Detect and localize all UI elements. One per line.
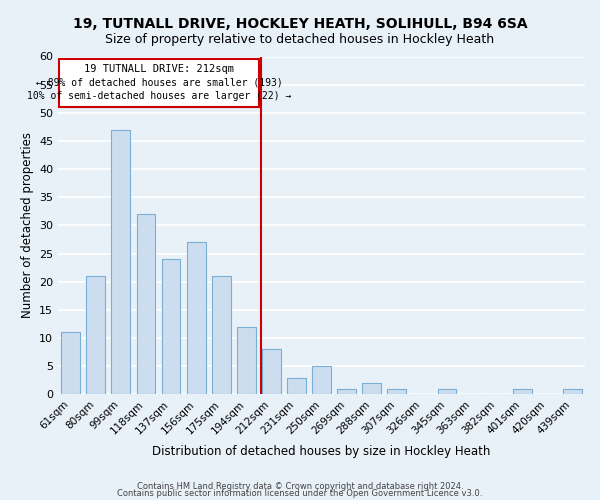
Text: 19, TUTNALL DRIVE, HOCKLEY HEATH, SOLIHULL, B94 6SA: 19, TUTNALL DRIVE, HOCKLEY HEATH, SOLIHU… (73, 18, 527, 32)
Bar (388, 389, 406, 394)
Bar (262, 350, 281, 395)
Text: 10% of semi-detached houses are larger (22) →: 10% of semi-detached houses are larger (… (27, 91, 291, 101)
Bar (237, 327, 256, 394)
Bar (61, 332, 80, 394)
Text: ← 89% of detached houses are smaller (193): ← 89% of detached houses are smaller (19… (35, 78, 283, 88)
Bar (212, 276, 230, 394)
Bar (137, 214, 155, 394)
Text: 19 TUTNALL DRIVE: 212sqm: 19 TUTNALL DRIVE: 212sqm (84, 64, 234, 74)
X-axis label: Distribution of detached houses by size in Hockley Heath: Distribution of detached houses by size … (152, 444, 491, 458)
Bar (513, 389, 532, 394)
FancyBboxPatch shape (59, 60, 259, 107)
Y-axis label: Number of detached properties: Number of detached properties (20, 132, 34, 318)
Bar (437, 389, 457, 394)
Text: Contains public sector information licensed under the Open Government Licence v3: Contains public sector information licen… (118, 489, 482, 498)
Bar (161, 260, 181, 394)
Bar (312, 366, 331, 394)
Bar (112, 130, 130, 394)
Text: Contains HM Land Registry data © Crown copyright and database right 2024.: Contains HM Land Registry data © Crown c… (137, 482, 463, 491)
Bar (287, 378, 306, 394)
Bar (86, 276, 105, 394)
Bar (187, 242, 206, 394)
Bar (337, 389, 356, 394)
Bar (563, 389, 582, 394)
Bar (362, 383, 381, 394)
Text: Size of property relative to detached houses in Hockley Heath: Size of property relative to detached ho… (106, 32, 494, 46)
